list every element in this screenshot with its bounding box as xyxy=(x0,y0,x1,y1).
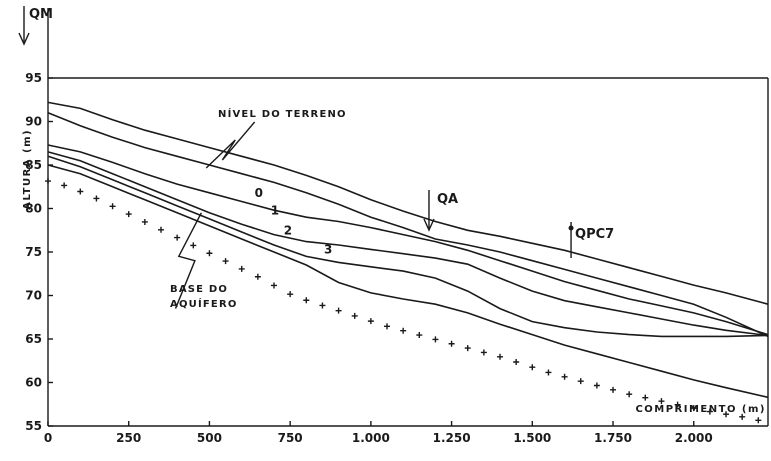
y-axis-label: ALTURA (m) xyxy=(22,129,33,210)
x-tick-label: 1.500 xyxy=(513,431,551,445)
bedrock-cross xyxy=(400,327,407,334)
bedrock-cross xyxy=(287,291,294,298)
y-tick-label: 80 xyxy=(25,202,42,216)
curve-label-0: 0 xyxy=(255,186,263,200)
bedrock-cross xyxy=(610,386,617,393)
y-tick-label: 60 xyxy=(25,376,42,390)
bedrock-cross xyxy=(125,211,132,218)
y-tick-label: 95 xyxy=(25,71,42,85)
bedrock-cross xyxy=(351,312,358,319)
x-tick-label: 1.250 xyxy=(433,431,471,445)
curve-label-2: 2 xyxy=(284,224,292,238)
bedrock-cross xyxy=(513,359,520,366)
y-tick-label: 85 xyxy=(25,158,42,172)
bedrock-cross xyxy=(335,307,342,314)
bedrock-cross xyxy=(384,323,391,330)
bedrock-cross xyxy=(174,234,181,241)
bedrock-cross xyxy=(480,349,487,356)
x-axis-label: COMPRIMENTO (m) xyxy=(635,404,766,415)
base-leader-zigzag xyxy=(174,212,202,309)
series-line-3 xyxy=(47,151,769,337)
bedrock-cross xyxy=(529,364,536,371)
x-tick-label: 750 xyxy=(278,431,303,445)
curve-label-3: 3 xyxy=(324,243,332,257)
bedrock-cross xyxy=(77,188,84,195)
bedrock-cross xyxy=(755,417,762,424)
x-tick-label: 1.000 xyxy=(352,431,390,445)
x-tick-label: 250 xyxy=(116,431,141,445)
series-line-1 xyxy=(47,112,769,338)
bedrock-cross xyxy=(674,401,681,408)
series-line-0 xyxy=(47,101,769,305)
bedrock-cross xyxy=(706,408,713,415)
curve-label-1: 1 xyxy=(271,204,279,218)
aquifer-base-label-line2: AQUÍFERO xyxy=(170,297,238,310)
series-line-4 xyxy=(47,155,769,338)
x-tick-label: 500 xyxy=(197,431,222,445)
bedrock-cross xyxy=(497,353,504,360)
bedrock-cross xyxy=(545,369,552,376)
y-tick-label: 75 xyxy=(25,245,42,259)
qpc7-label: QPC7 xyxy=(575,227,614,242)
bedrock-cross xyxy=(626,391,633,398)
bedrock-cross xyxy=(238,265,245,272)
bedrock-cross xyxy=(593,382,600,389)
aquifer-base-label-line1: BASE DO xyxy=(170,284,228,295)
bedrock-cross xyxy=(739,413,746,420)
qa-arrow xyxy=(423,190,435,232)
x-tick-label: 1.750 xyxy=(594,431,632,445)
bedrock-cross xyxy=(109,203,116,210)
bedrock-cross xyxy=(206,250,213,257)
qm-arrow xyxy=(18,6,30,46)
bedrock-cross xyxy=(464,345,471,352)
terrain-leader-zigzag xyxy=(205,121,256,169)
bedrock-cross xyxy=(658,398,665,405)
bedrock-crosses xyxy=(45,178,762,424)
bedrock-cross xyxy=(141,218,148,225)
tick-labels: 0 250 500 750 1.000 1.250 1.500 1.750 2.00055606… xyxy=(25,71,712,445)
bedrock-cross xyxy=(61,182,68,189)
annotations: ALTURA (m) COMPRIMENTO (m) NÍVEL DO TERR… xyxy=(18,6,766,415)
qpc7-marker xyxy=(568,222,574,258)
bedrock-cross xyxy=(222,258,229,265)
y-tick-label: 90 xyxy=(25,115,42,129)
bedrock-cross xyxy=(190,242,197,249)
bedrock-cross xyxy=(723,411,730,418)
bedrock-cross xyxy=(303,297,310,304)
bedrock-cross xyxy=(642,394,649,401)
qa-label: QA xyxy=(437,192,458,207)
tick-marks xyxy=(47,77,695,427)
bedrock-cross xyxy=(319,302,326,309)
bedrock-cross xyxy=(45,178,51,185)
bedrock-cross xyxy=(254,273,261,280)
bedrock-cross xyxy=(432,336,439,343)
x-tick-label: 0 xyxy=(44,431,52,445)
bedrock-cross xyxy=(448,340,455,347)
bedrock-cross xyxy=(577,378,584,385)
terrain-level-label: NÍVEL DO TERRENO xyxy=(218,107,347,120)
x-tick-label: 2.000 xyxy=(675,431,713,445)
bedrock-cross xyxy=(690,405,697,412)
series-line-5 xyxy=(47,164,769,399)
y-tick-label: 70 xyxy=(25,289,42,303)
y-tick-label: 65 xyxy=(25,332,42,346)
series-lines xyxy=(47,101,769,399)
bedrock-cross xyxy=(561,373,568,380)
qm-label: QM xyxy=(29,7,53,22)
y-tick-label: 55 xyxy=(25,419,42,433)
bedrock-cross xyxy=(93,195,100,202)
series-line-2 xyxy=(47,144,769,336)
bedrock-cross xyxy=(367,318,374,325)
bedrock-cross xyxy=(158,226,165,233)
bedrock-cross xyxy=(416,332,423,339)
bedrock-cross xyxy=(271,282,278,289)
axes xyxy=(47,8,769,427)
